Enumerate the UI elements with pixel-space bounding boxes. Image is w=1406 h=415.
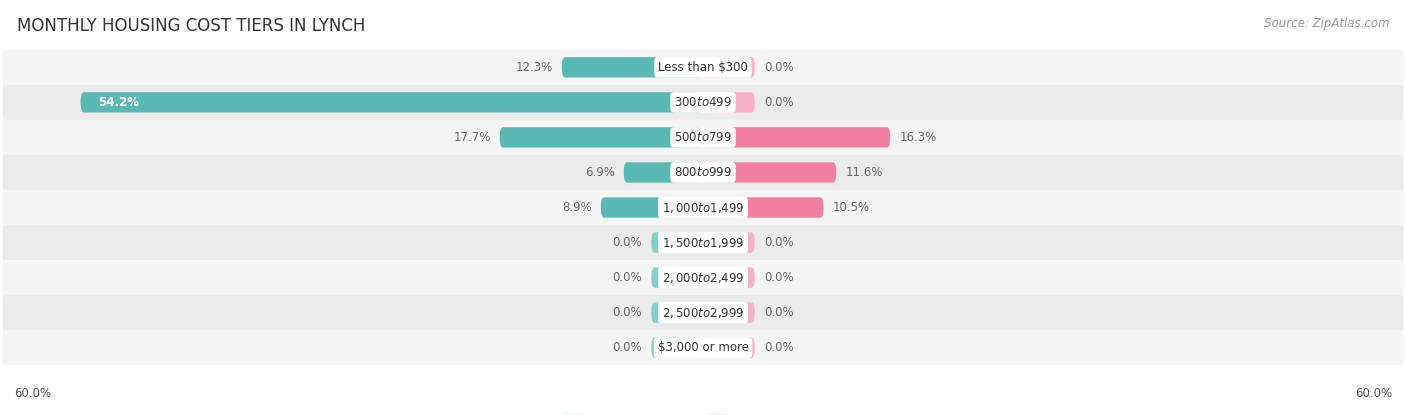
FancyBboxPatch shape	[703, 127, 890, 148]
Text: $2,000 to $2,499: $2,000 to $2,499	[662, 271, 744, 285]
Text: 54.2%: 54.2%	[98, 96, 139, 109]
FancyBboxPatch shape	[3, 260, 1403, 295]
FancyBboxPatch shape	[703, 92, 755, 112]
Text: 0.0%: 0.0%	[763, 271, 793, 284]
FancyBboxPatch shape	[651, 303, 703, 323]
FancyBboxPatch shape	[703, 303, 755, 323]
Text: Source: ZipAtlas.com: Source: ZipAtlas.com	[1264, 17, 1389, 29]
Text: 60.0%: 60.0%	[1355, 387, 1392, 400]
FancyBboxPatch shape	[499, 127, 703, 148]
Text: 6.9%: 6.9%	[585, 166, 614, 179]
FancyBboxPatch shape	[624, 162, 703, 183]
FancyBboxPatch shape	[703, 198, 824, 217]
FancyBboxPatch shape	[703, 232, 755, 253]
FancyBboxPatch shape	[3, 295, 1403, 330]
Text: $3,000 or more: $3,000 or more	[658, 341, 748, 354]
FancyBboxPatch shape	[562, 57, 703, 78]
Text: 0.0%: 0.0%	[613, 271, 643, 284]
Text: 10.5%: 10.5%	[832, 201, 870, 214]
FancyBboxPatch shape	[703, 162, 837, 183]
FancyBboxPatch shape	[3, 330, 1403, 365]
Text: 0.0%: 0.0%	[763, 236, 793, 249]
Text: $1,000 to $1,499: $1,000 to $1,499	[662, 200, 744, 215]
Text: MONTHLY HOUSING COST TIERS IN LYNCH: MONTHLY HOUSING COST TIERS IN LYNCH	[17, 17, 366, 34]
FancyBboxPatch shape	[703, 267, 755, 288]
FancyBboxPatch shape	[703, 57, 755, 78]
FancyBboxPatch shape	[651, 232, 703, 253]
Text: 8.9%: 8.9%	[562, 201, 592, 214]
Text: 60.0%: 60.0%	[14, 387, 51, 400]
Text: $300 to $499: $300 to $499	[673, 96, 733, 109]
FancyBboxPatch shape	[3, 155, 1403, 190]
FancyBboxPatch shape	[3, 85, 1403, 120]
FancyBboxPatch shape	[3, 50, 1403, 85]
Text: $1,500 to $1,999: $1,500 to $1,999	[662, 236, 744, 249]
FancyBboxPatch shape	[651, 337, 703, 358]
FancyBboxPatch shape	[703, 337, 755, 358]
Text: 0.0%: 0.0%	[763, 61, 793, 74]
FancyBboxPatch shape	[3, 190, 1403, 225]
Text: 11.6%: 11.6%	[845, 166, 883, 179]
Text: 0.0%: 0.0%	[763, 306, 793, 319]
Text: $2,500 to $2,999: $2,500 to $2,999	[662, 305, 744, 320]
Text: 0.0%: 0.0%	[613, 306, 643, 319]
Text: 16.3%: 16.3%	[900, 131, 936, 144]
Text: 0.0%: 0.0%	[613, 341, 643, 354]
FancyBboxPatch shape	[80, 92, 703, 112]
FancyBboxPatch shape	[3, 225, 1403, 260]
FancyBboxPatch shape	[3, 120, 1403, 155]
Text: 0.0%: 0.0%	[763, 341, 793, 354]
Text: 17.7%: 17.7%	[453, 131, 491, 144]
Text: 0.0%: 0.0%	[613, 236, 643, 249]
FancyBboxPatch shape	[600, 198, 703, 217]
Text: 0.0%: 0.0%	[763, 96, 793, 109]
Text: $800 to $999: $800 to $999	[673, 166, 733, 179]
FancyBboxPatch shape	[651, 267, 703, 288]
Text: 12.3%: 12.3%	[516, 61, 553, 74]
Text: Less than $300: Less than $300	[658, 61, 748, 74]
Text: $500 to $799: $500 to $799	[673, 131, 733, 144]
